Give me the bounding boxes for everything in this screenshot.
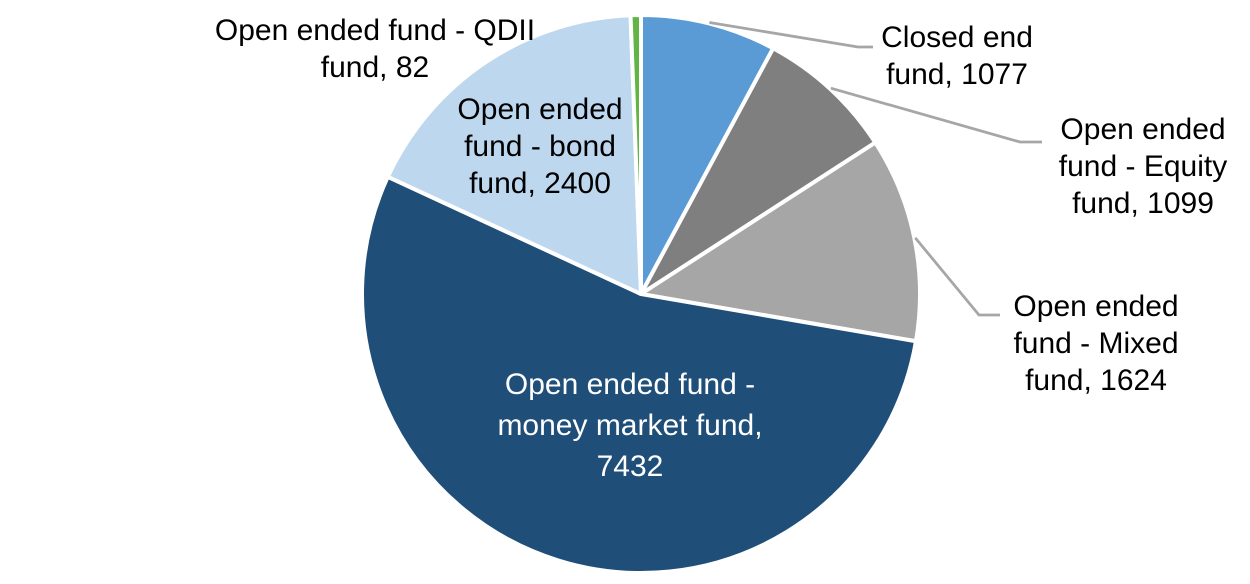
pie-slice-open-ended-mixed-fund: [639, 140, 922, 344]
label-line: Open ended: [1013, 290, 1179, 323]
pie-label-open-ended-qdii-fund: Open ended fund - QDII fund, 82: [203, 12, 547, 86]
label-line: Open ended fund -: [504, 368, 756, 401]
leader-line-open-ended-equity-fund: [830, 86, 1042, 144]
pie-label-open-ended-bond-fund: Open ended fund - bond fund, 2400: [450, 91, 630, 202]
pie-label-open-ended-equity-fund: Open ended fund - Equity fund, 1099: [1038, 111, 1248, 222]
label-line: Closed end: [881, 21, 1033, 54]
pie-label-closed-end-fund: Closed end fund, 1077: [872, 19, 1042, 93]
label-line: fund, 1099: [1072, 187, 1214, 220]
leader-line-closed-end-fund: [709, 21, 873, 49]
pie-slice-open-ended-qdii-fund: [628, 13, 643, 296]
pie-label-open-ended-mixed-fund: Open ended fund - Mixed fund, 1624: [996, 288, 1196, 399]
pie-slice-open-ended-equity-fund: [639, 46, 878, 296]
label-line: Open ended: [1060, 113, 1226, 146]
label-line: fund, 2400: [469, 167, 611, 200]
label-line: fund - bond: [464, 130, 616, 163]
pie-slice-open-ended-bond-fund: [385, 13, 643, 296]
label-line: money market fund,: [497, 409, 763, 442]
leader-line-open-ended-mixed-fund: [914, 237, 1000, 317]
pie-label-open-ended-money-market-fund: Open ended fund - money market fund, 743…: [478, 364, 782, 487]
label-line: fund, 1624: [1025, 364, 1167, 397]
pie-slice-closed-end-fund: [639, 13, 776, 296]
label-line: Open ended: [457, 93, 623, 126]
label-line: fund - Mixed: [1013, 327, 1179, 360]
label-line: Open ended fund - QDII: [214, 14, 536, 47]
label-line: fund - Equity: [1058, 150, 1228, 183]
label-line: 7432: [596, 450, 664, 483]
label-line: fund, 82: [320, 51, 430, 84]
pie-slice-open-ended-money-market-fund: [360, 174, 918, 575]
label-line: fund, 1077: [886, 58, 1028, 91]
